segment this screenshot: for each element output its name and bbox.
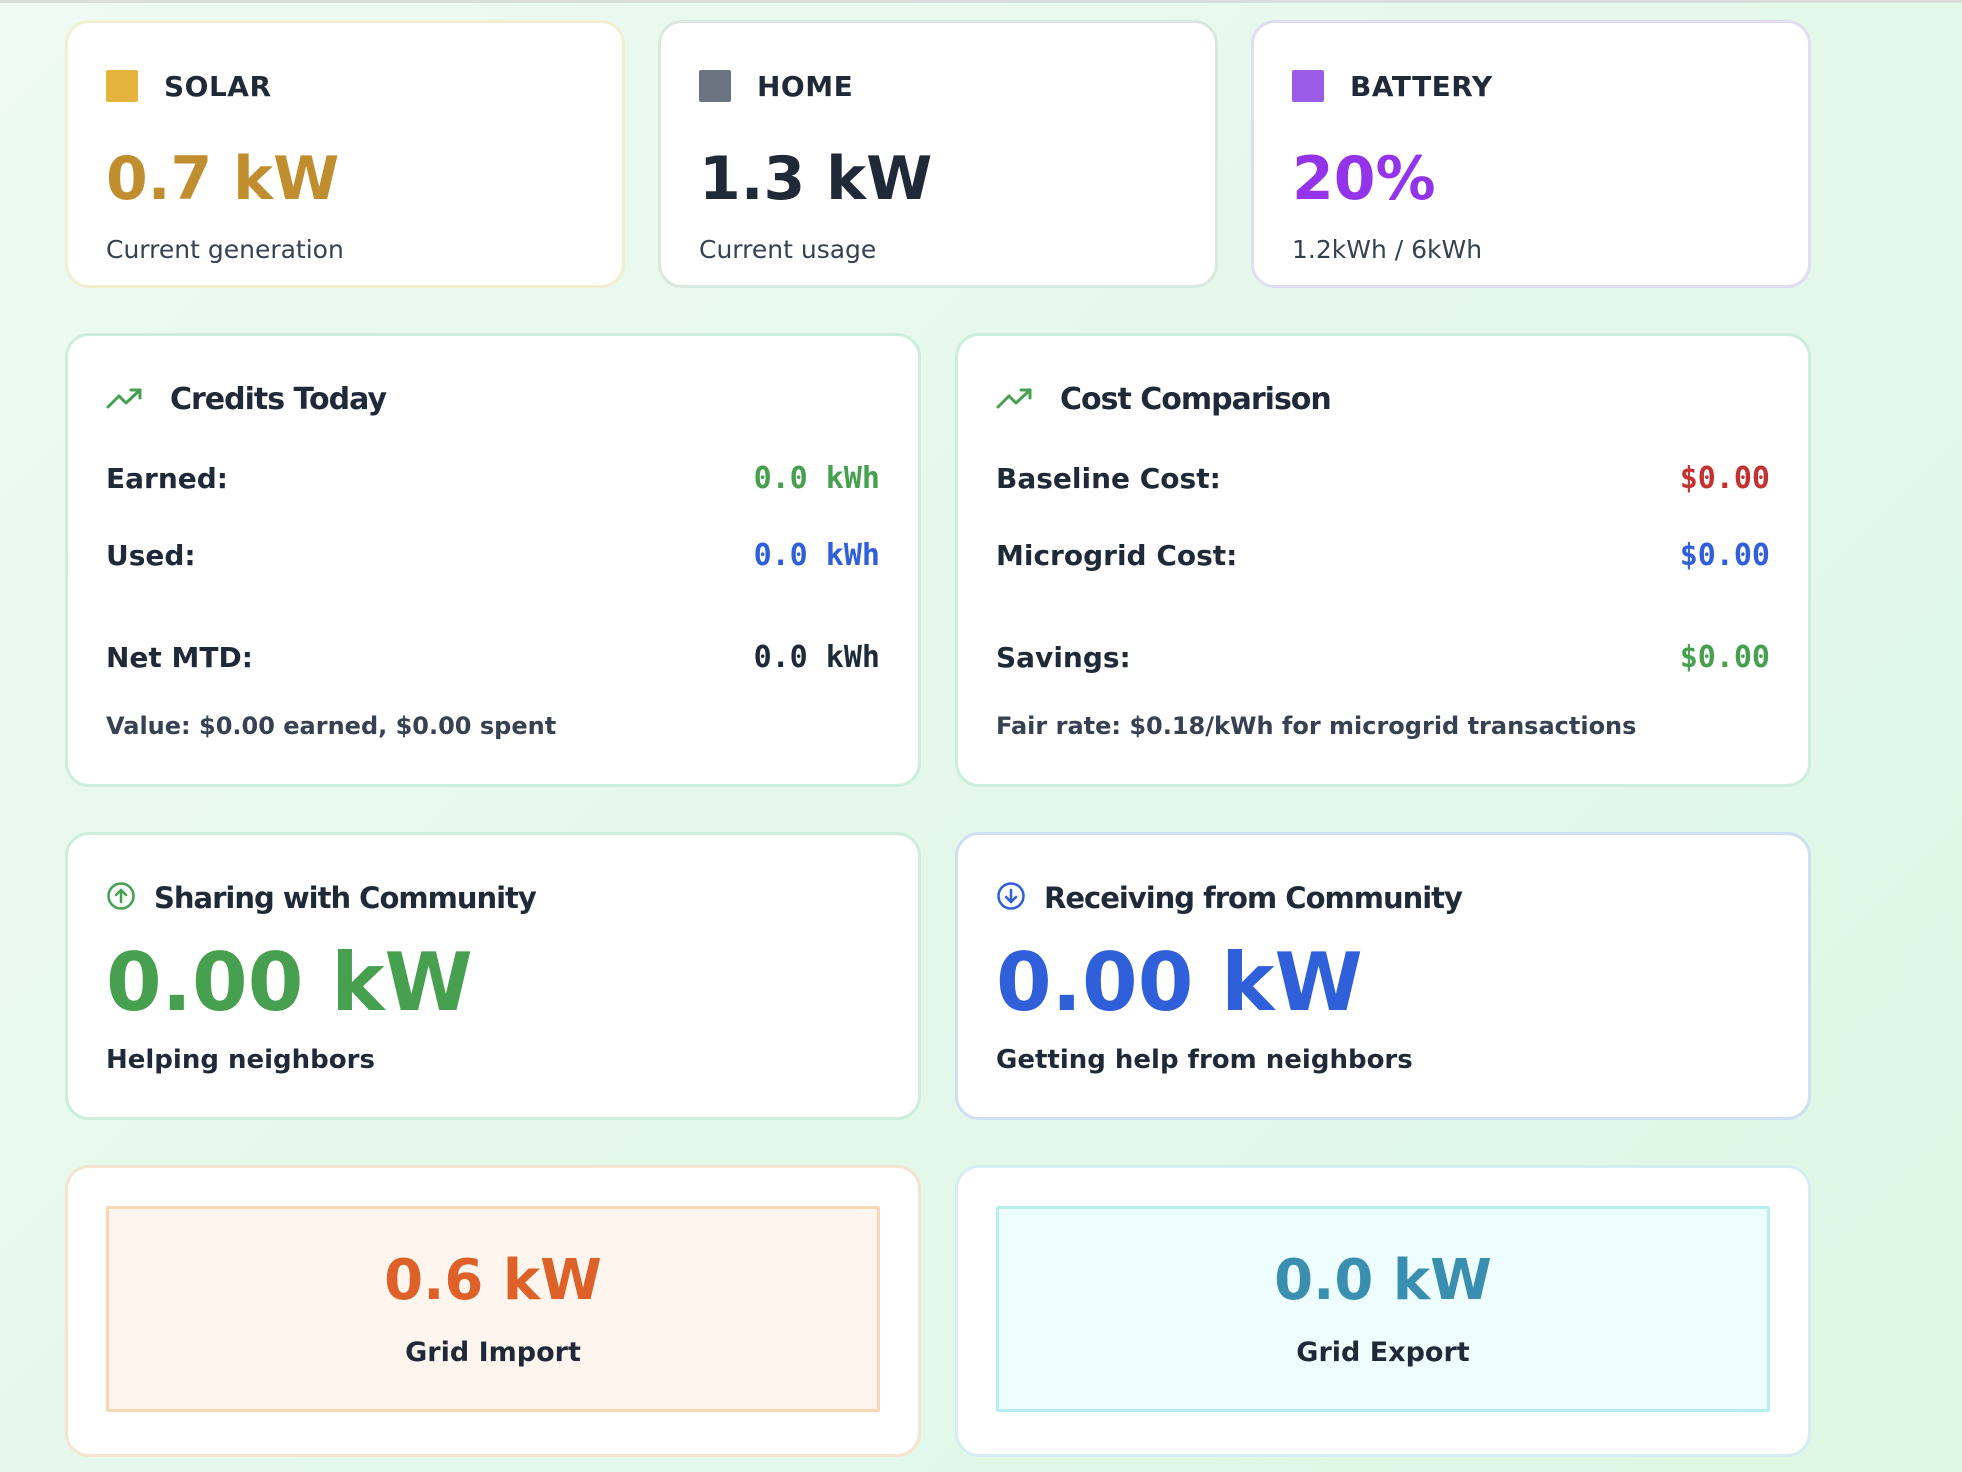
solar-swatch-icon <box>106 70 138 102</box>
cost-title: Cost Comparison <box>1060 382 1332 417</box>
trending-up-icon <box>106 385 144 415</box>
net-mtd-label: Net MTD: <box>106 640 253 674</box>
sharing-caption: Helping neighbors <box>106 1045 375 1075</box>
solar-value: 0.7 kW <box>106 144 340 214</box>
grid-export-label: Grid Export <box>1296 1337 1470 1368</box>
grid-import-value: 0.6 kW <box>384 1248 602 1313</box>
earned-label: Earned: <box>106 461 228 495</box>
grid-import-label: Grid Import <box>405 1337 581 1368</box>
home-value: 1.3 kW <box>699 144 933 214</box>
home-card: HOME 1.3 kW Current usage <box>658 20 1218 288</box>
receiving-title: Receiving from Community <box>1044 881 1463 915</box>
grid-export-card: 0.0 kW Grid Export <box>955 1165 1811 1457</box>
battery-swatch-icon <box>1292 70 1324 102</box>
used-value: 0.0 kWh <box>753 537 880 573</box>
savings-value: $0.00 <box>1679 639 1770 675</box>
top-divider <box>0 0 1962 3</box>
baseline-cost-label: Baseline Cost: <box>996 461 1221 495</box>
receiving-card: Receiving from Community 0.00 kW Getting… <box>955 832 1811 1120</box>
home-swatch-icon <box>699 70 731 102</box>
arrow-up-circle-icon <box>106 881 136 915</box>
credits-title: Credits Today <box>170 382 387 417</box>
grid-import-panel: 0.6 kW Grid Import <box>106 1206 880 1412</box>
fair-rate-footer: Fair rate: $0.18/kWh for microgrid trans… <box>996 712 1637 740</box>
trending-up-icon <box>996 385 1034 415</box>
baseline-cost-value: $0.00 <box>1679 460 1770 496</box>
battery-label: BATTERY <box>1350 69 1493 103</box>
net-mtd-value: 0.0 kWh <box>753 639 880 675</box>
sharing-title: Sharing with Community <box>154 881 537 915</box>
grid-export-value: 0.0 kW <box>1274 1248 1492 1313</box>
battery-value: 20% <box>1292 144 1436 214</box>
sharing-card: Sharing with Community 0.00 kW Helping n… <box>65 832 921 1120</box>
savings-label: Savings: <box>996 640 1131 674</box>
battery-subtitle: 1.2kWh / 6kWh <box>1292 235 1483 264</box>
solar-subtitle: Current generation <box>106 235 344 264</box>
cost-comparison-card: Cost Comparison Baseline Cost: $0.00 Mic… <box>955 333 1811 787</box>
credits-value-footer: Value: $0.00 earned, $0.00 spent <box>106 712 557 740</box>
receiving-caption: Getting help from neighbors <box>996 1045 1413 1075</box>
sharing-value: 0.00 kW <box>106 936 473 1029</box>
microgrid-cost-value: $0.00 <box>1679 537 1770 573</box>
solar-label: SOLAR <box>164 69 272 103</box>
credits-today-card: Credits Today Earned: 0.0 kWh Used: 0.0 … <box>65 333 921 787</box>
used-label: Used: <box>106 538 196 572</box>
microgrid-cost-label: Microgrid Cost: <box>996 538 1238 572</box>
grid-export-panel: 0.0 kW Grid Export <box>996 1206 1770 1412</box>
battery-card: BATTERY 20% 1.2kWh / 6kWh <box>1251 20 1811 288</box>
receiving-value: 0.00 kW <box>996 936 1363 1029</box>
solar-card: SOLAR 0.7 kW Current generation <box>65 20 625 288</box>
home-subtitle: Current usage <box>699 235 877 264</box>
earned-value: 0.0 kWh <box>753 460 880 496</box>
grid-import-card: 0.6 kW Grid Import <box>65 1165 921 1457</box>
arrow-down-circle-icon <box>996 881 1026 915</box>
home-label: HOME <box>757 69 854 103</box>
